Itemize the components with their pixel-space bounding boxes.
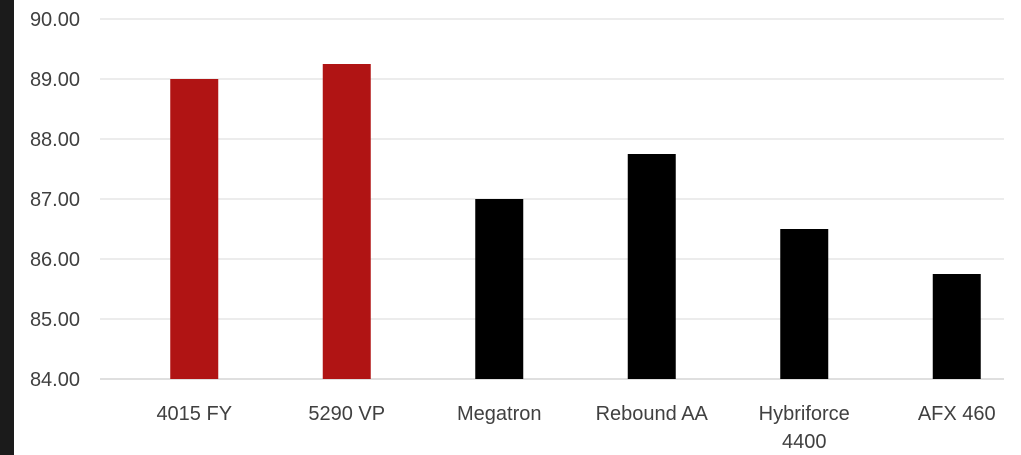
chart-area: 84.00 85.00 86.00 87.00 88.00 89.00 90.00 4015… [14, 0, 1021, 455]
x-axis-category-labels: 4015 FY 5290 VP Megatron Rebound AA Hybrifor… [156, 403, 995, 453]
x-tick-label: Hybriforce 4400 [759, 403, 850, 453]
x-tick-label: Rebound AA [596, 403, 709, 425]
x-tick-label-line: 5290 VP [308, 403, 385, 425]
x-tick-label-line: 4015 FY [156, 403, 232, 425]
x-tick-label-line: Megatron [457, 403, 542, 425]
gridlines [100, 18, 1004, 380]
bar [932, 274, 981, 379]
x-tick-label: 4015 FY [156, 403, 232, 425]
y-tick-label: 88.00 [30, 129, 80, 151]
y-tick-label: 84.00 [30, 369, 80, 391]
bar [322, 64, 371, 379]
x-tick-label-line: 4400 [782, 431, 827, 453]
bar [627, 154, 676, 379]
x-tick-label-line: AFX 460 [918, 403, 996, 425]
y-tick-label: 90.00 [30, 9, 80, 31]
y-tick-label: 89.00 [30, 69, 80, 91]
x-tick-label-line: Hybriforce [759, 403, 850, 425]
bars [170, 64, 981, 379]
y-tick-label: 86.00 [30, 249, 80, 271]
x-tick-label-line: Rebound AA [596, 403, 709, 425]
x-tick-label: Megatron [457, 403, 542, 425]
bar [170, 79, 219, 379]
bar-chart: 84.00 85.00 86.00 87.00 88.00 89.00 90.00 4015… [30, 9, 1004, 453]
bar [780, 229, 829, 379]
y-axis-tick-labels: 84.00 85.00 86.00 87.00 88.00 89.00 90.00 [30, 9, 80, 391]
bar [475, 199, 524, 379]
x-tick-label: 5290 VP [308, 403, 385, 425]
y-tick-label: 87.00 [30, 189, 80, 211]
y-tick-label: 85.00 [30, 309, 80, 331]
x-tick-label: AFX 460 [918, 403, 996, 425]
